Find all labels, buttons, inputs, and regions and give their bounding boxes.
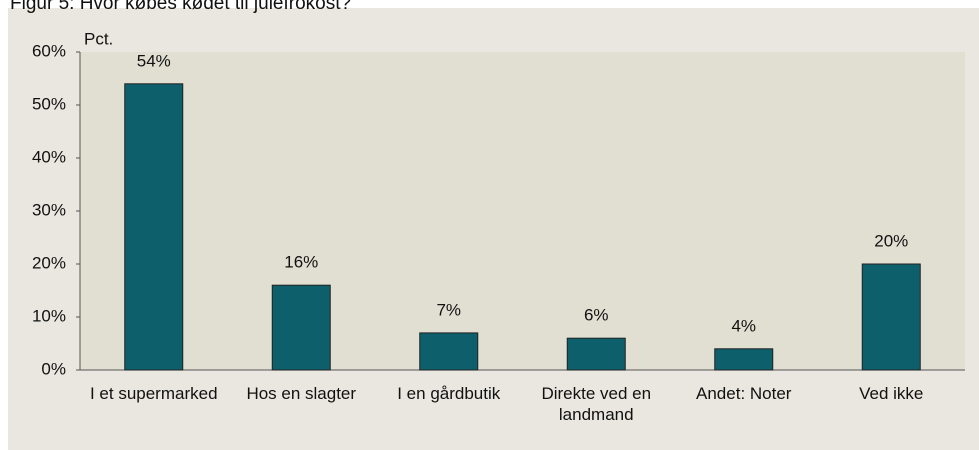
x-tick-label: Ved ikke <box>859 384 924 403</box>
y-axis-label: Pct. <box>84 29 113 48</box>
y-tick-label: 30% <box>32 200 66 219</box>
x-tick-label: Hos en slagter <box>246 384 357 403</box>
data-label: 6% <box>584 306 609 325</box>
bar <box>124 83 184 371</box>
y-tick-label: 10% <box>32 306 66 325</box>
bar <box>566 337 626 371</box>
x-tick-label: I en gårdbutik <box>397 384 501 403</box>
y-tick-label: 20% <box>32 253 66 272</box>
y-tick-label: 60% <box>32 41 66 60</box>
chart-title: Figur 5: Hvor købes kødet til julefrokos… <box>10 0 351 14</box>
y-tick-label: 0% <box>41 359 66 378</box>
y-tick-label: 50% <box>32 94 66 113</box>
bar <box>271 284 331 371</box>
data-label: 16% <box>284 253 318 272</box>
data-label: 54% <box>137 51 171 70</box>
bar <box>714 348 774 371</box>
bar <box>419 332 479 371</box>
bar <box>861 263 921 371</box>
x-tick-label: Andet: Noter <box>696 384 792 403</box>
data-label: 20% <box>874 231 908 250</box>
plot-area <box>80 52 965 370</box>
data-label: 7% <box>436 300 461 319</box>
y-tick-label: 40% <box>32 147 66 166</box>
x-tick-label: Direkte ved en landmand <box>541 384 652 424</box>
x-tick-label: I et supermarked <box>89 384 218 403</box>
data-label: 4% <box>731 316 756 335</box>
